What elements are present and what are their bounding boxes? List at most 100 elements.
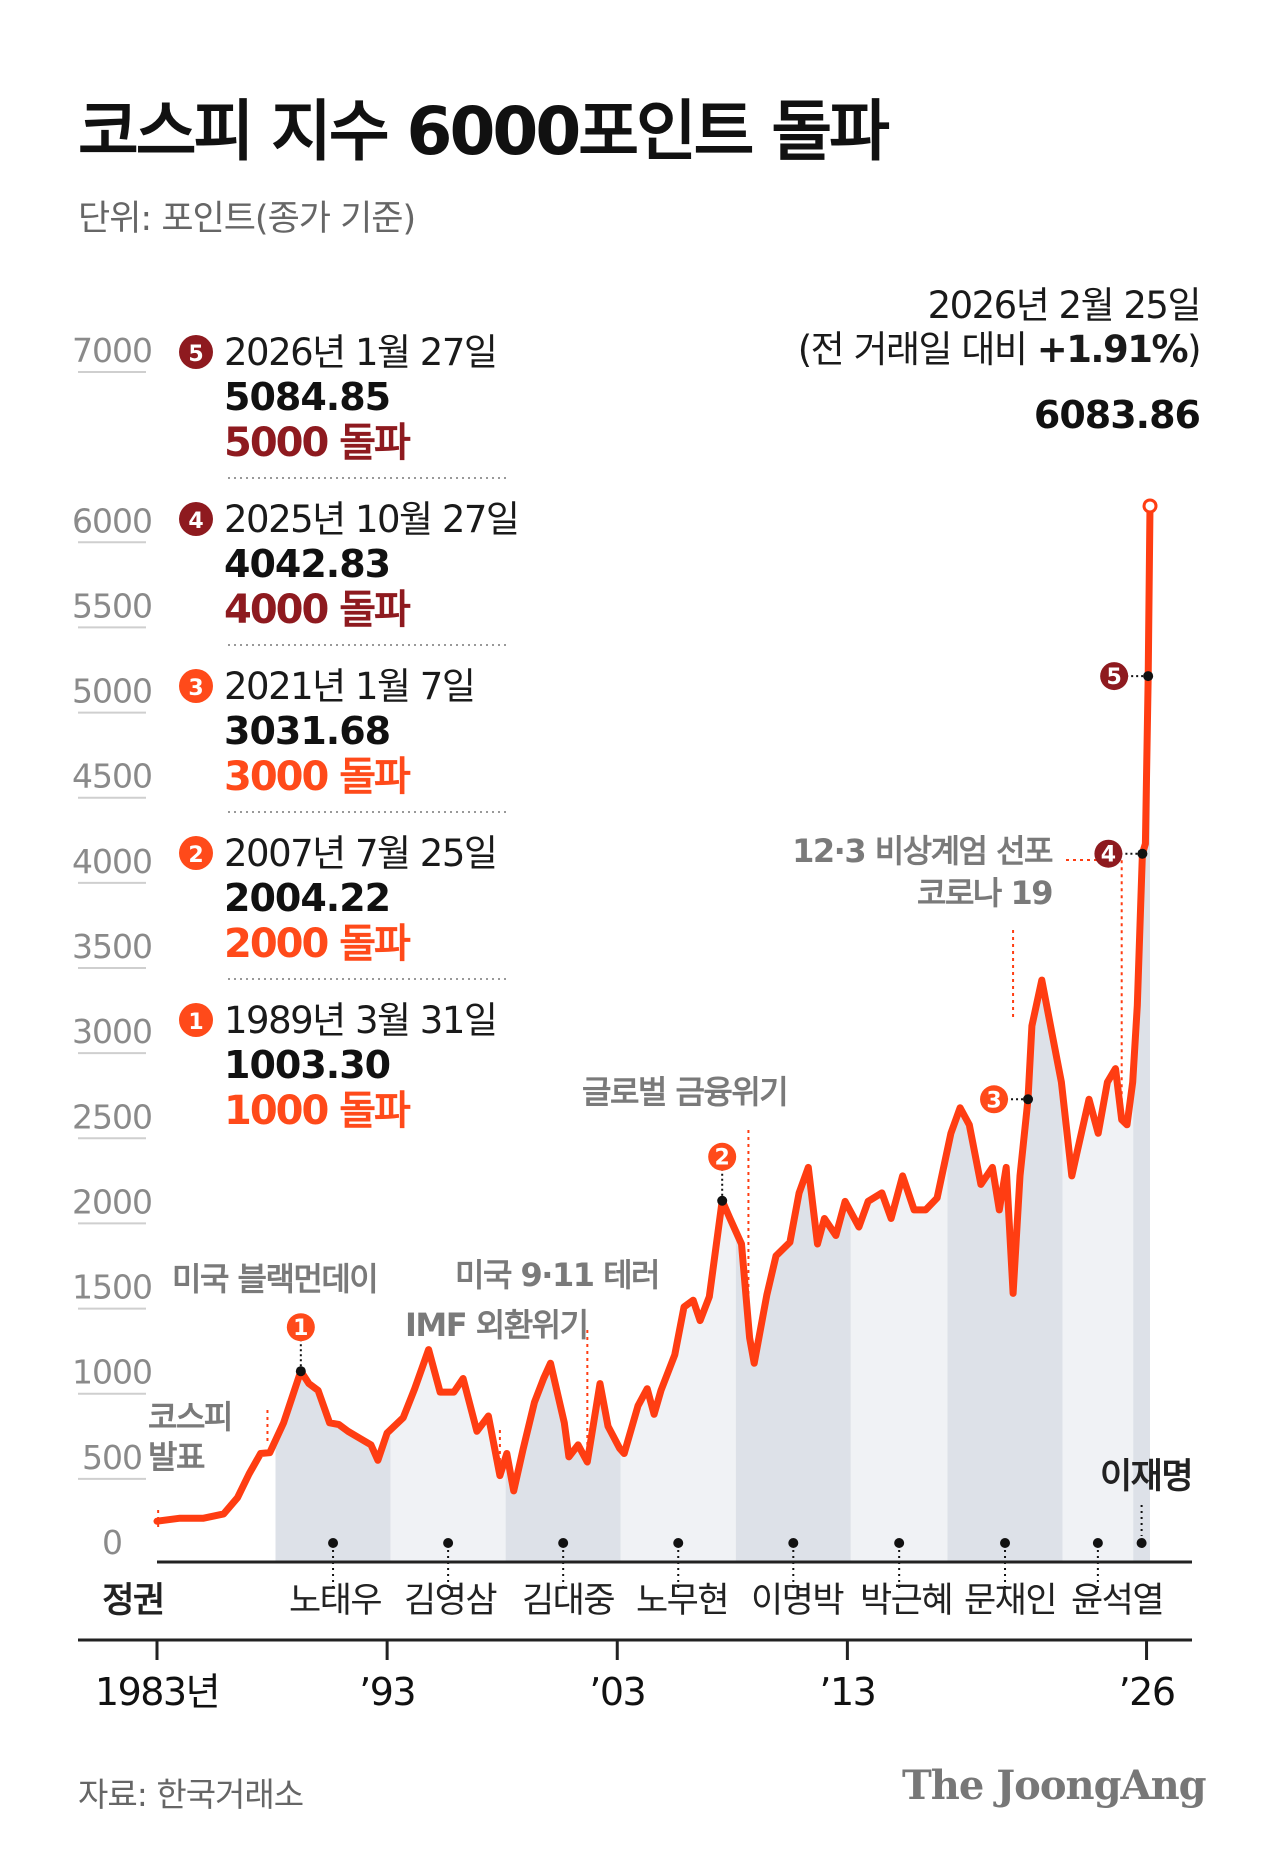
milestone-badge	[708, 1142, 737, 1171]
area-mask	[157, 506, 1180, 1522]
event-label: 글로벌 금융위기	[582, 1073, 787, 1111]
latest-date: 2026년 2월 25일	[928, 284, 1200, 327]
milestone-value: 1003.30	[224, 1043, 390, 1087]
milestone-badge-number: 1	[293, 1316, 308, 1341]
milestone-label: 1000 돌파	[224, 1088, 411, 1134]
y-tick-label: 3500	[72, 927, 152, 966]
era-point	[558, 1538, 569, 1548]
era-label: 이재명	[1100, 1457, 1192, 1497]
milestone-label: 2000 돌파	[224, 921, 411, 967]
y-tick-label: 4500	[72, 757, 152, 796]
milestone-point	[1137, 848, 1148, 859]
milestone-point	[1143, 671, 1154, 682]
latest-change-suffix: )	[1187, 328, 1200, 371]
era-point	[788, 1538, 799, 1548]
era-label: 김영삼	[404, 1581, 496, 1621]
era-point	[673, 1538, 684, 1548]
milestone-date: 2021년 1월 7일	[224, 665, 474, 708]
era-label: 노무현	[636, 1581, 728, 1621]
event-label: 코스피	[148, 1398, 232, 1436]
era-point	[1092, 1538, 1103, 1548]
x-tick-label: ’93	[359, 1670, 415, 1714]
y-tick-label: 5000	[72, 672, 152, 711]
event-label: 발표	[148, 1438, 205, 1476]
x-tick-label: 1983년	[95, 1670, 219, 1714]
latest-change: (전 거래일 대비 +1.91%)	[798, 328, 1200, 371]
y-tick-label: 500	[82, 1438, 142, 1477]
era-label: 노태우	[289, 1581, 381, 1621]
latest-point-marker	[1142, 498, 1158, 514]
milestone-badge-number: 5	[1107, 665, 1122, 690]
milestone-list-badge	[179, 502, 213, 536]
y-tick-label: 7000	[72, 331, 152, 370]
milestone-label: 3000 돌파	[224, 754, 411, 800]
event-label: 미국 9·11 테러	[455, 1256, 659, 1294]
era-label: 문재인	[964, 1581, 1056, 1621]
era-point	[443, 1538, 454, 1548]
era-point	[894, 1538, 905, 1548]
kospi-line-chart: 0 500 1000 1500 2000 2500 3000 3500 4000 4500 5000…	[72, 284, 1201, 1714]
milestone-badge	[286, 1313, 315, 1342]
kospi-series-line	[153, 502, 1154, 1525]
latest-change-prefix: (전 거래일 대비	[798, 328, 1037, 371]
y-tick-label: 4000	[72, 842, 152, 881]
y-tick-label: 1500	[72, 1268, 152, 1307]
milestone-list-badge	[179, 836, 213, 870]
x-tick-label: ’26	[1119, 1670, 1175, 1714]
era-point	[1136, 1538, 1147, 1548]
era-label: 박근혜	[860, 1581, 952, 1621]
era-label: 윤석열	[1071, 1581, 1163, 1621]
milestone-value: 2004.22	[224, 876, 390, 920]
era-point	[1000, 1538, 1011, 1548]
y-tick-label: 3000	[72, 1012, 152, 1051]
x-tick-label: ’03	[589, 1670, 645, 1714]
milestone-badge-number: 4	[1101, 843, 1116, 868]
era-point	[328, 1538, 339, 1548]
milestone-badge-number: 3	[986, 1088, 1001, 1113]
milestone-badge	[1094, 839, 1123, 868]
milestone-list-badge	[179, 669, 213, 703]
event-label: 미국 블랙먼데이	[172, 1260, 377, 1298]
milestone-value: 4042.83	[224, 542, 390, 586]
y-tick-label: 0	[102, 1523, 122, 1562]
milestone-date: 2007년 7월 25일	[224, 832, 496, 875]
milestone-label: 4000 돌파	[224, 587, 411, 633]
milestone-badge-number: 2	[715, 1146, 730, 1171]
milestone-value: 5084.85	[224, 375, 390, 419]
milestone-list-badge	[179, 1003, 213, 1037]
y-tick-label: 6000	[72, 501, 152, 540]
milestone-date: 1989년 3월 31일	[224, 999, 496, 1042]
event-label: 12·3 비상계엄 선포	[792, 832, 1053, 870]
event-label: 코로나 19	[917, 874, 1052, 912]
milestone-badge	[980, 1085, 1009, 1114]
milestone-list-badge-number: 5	[188, 342, 203, 367]
x-tick-label: ’13	[819, 1670, 875, 1714]
page-title: 코스피 지수 6000포인트 돌파	[78, 93, 890, 170]
era-label: 이명박	[751, 1581, 843, 1621]
milestone-point	[717, 1195, 728, 1206]
milestone-date: 2025년 10월 27일	[224, 498, 518, 541]
source-text: 자료: 한국거래소	[78, 1775, 304, 1814]
milestone-value: 3031.68	[224, 709, 390, 753]
era-label: 김대중	[522, 1581, 614, 1621]
milestone-point	[1023, 1094, 1034, 1105]
brand-logo: The JoongAng	[902, 1762, 1207, 1809]
milestone-list-badge-number: 1	[188, 1010, 203, 1035]
milestone-list-badge-number: 3	[188, 676, 203, 701]
milestone-date: 2026년 1월 27일	[224, 331, 496, 374]
milestone-list-badge-number: 4	[188, 509, 203, 534]
event-label: IMF 외환위기	[405, 1306, 588, 1344]
y-tick-label: 5500	[72, 586, 152, 625]
y-tick-label: 1000	[72, 1353, 152, 1392]
eras-heading: 정권	[102, 1581, 163, 1621]
milestone-label: 5000 돌파	[224, 420, 411, 466]
latest-change-value: +1.91%	[1037, 328, 1188, 371]
milestone-point	[295, 1366, 306, 1377]
milestone-list-badge-number: 2	[188, 843, 203, 868]
y-tick-label: 2000	[72, 1182, 152, 1221]
milestone-badge	[1100, 662, 1129, 691]
latest-value: 6083.86	[1034, 393, 1200, 437]
y-tick-label: 2500	[72, 1097, 152, 1136]
unit-label: 단위: 포인트(종가 기준)	[78, 199, 416, 239]
